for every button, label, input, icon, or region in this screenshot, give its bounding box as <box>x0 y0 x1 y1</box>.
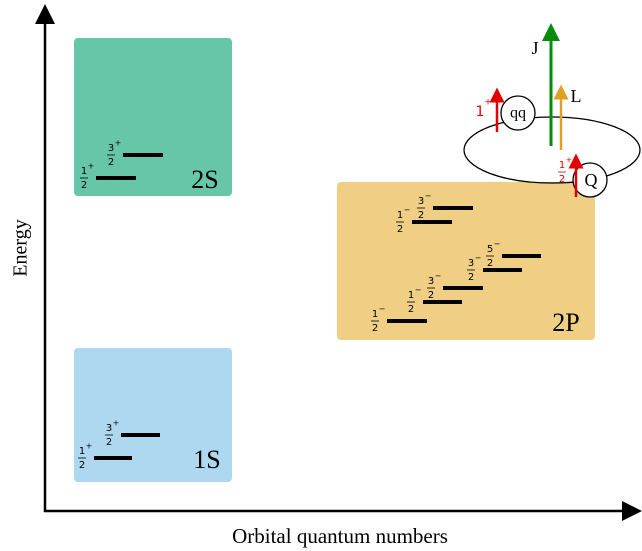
quark-label: Q <box>585 170 598 190</box>
fraction-denominator: 2 <box>428 290 434 301</box>
fraction-denominator: 2 <box>487 258 493 269</box>
state-label: 1S <box>193 445 220 474</box>
state-label: 2S <box>191 165 218 194</box>
parity: − <box>379 305 386 314</box>
fraction-numerator: 3 <box>418 196 424 207</box>
fraction-denominator: 2 <box>418 210 424 221</box>
fraction-denominator: 2 <box>81 180 87 191</box>
fraction-numerator: 3 <box>468 258 474 269</box>
fraction-numerator: 3 <box>108 143 114 154</box>
diagram: Energy Orbital quantum numbers J L qq Q … <box>0 0 642 551</box>
parity: − <box>435 272 442 281</box>
fraction-numerator: 1 <box>397 210 403 221</box>
j-label: J <box>531 38 538 58</box>
parity: + <box>566 156 573 165</box>
y-axis-label: Energy <box>10 219 32 276</box>
parity: − <box>404 206 411 215</box>
fraction-denominator: 2 <box>468 272 474 283</box>
parity: + <box>113 419 120 428</box>
fraction-numerator: 5 <box>487 244 493 255</box>
fraction-numerator: 1 <box>372 309 378 320</box>
parity: − <box>475 254 482 263</box>
diquark-parity: + <box>484 98 492 108</box>
fraction-denominator: 2 <box>106 437 112 448</box>
parity: − <box>425 192 432 201</box>
state-label: 2P <box>552 308 579 337</box>
l-label: L <box>571 86 582 106</box>
parity: − <box>415 286 422 295</box>
fraction-denominator: 2 <box>79 460 85 471</box>
fraction-numerator: 3 <box>106 423 112 434</box>
fraction-denominator: 2 <box>372 323 378 334</box>
parity: − <box>494 240 501 249</box>
fraction-numerator: 1 <box>408 290 414 301</box>
x-axis-label: Orbital quantum numbers <box>232 524 448 548</box>
fraction-denominator: 2 <box>408 304 414 315</box>
fraction-numerator: 3 <box>428 276 434 287</box>
fraction-denominator: 2 <box>108 157 114 168</box>
diquark-spin: 1 <box>476 104 485 120</box>
fraction-numerator: 1 <box>559 160 565 171</box>
fraction-denominator: 2 <box>397 224 403 235</box>
fraction-numerator: 1 <box>79 446 85 457</box>
parity: + <box>88 162 95 171</box>
diquark-label: qq <box>510 105 526 122</box>
parity: + <box>115 139 122 148</box>
fraction-denominator: 2 <box>559 174 565 185</box>
parity: + <box>86 442 93 451</box>
fraction-numerator: 1 <box>81 166 87 177</box>
